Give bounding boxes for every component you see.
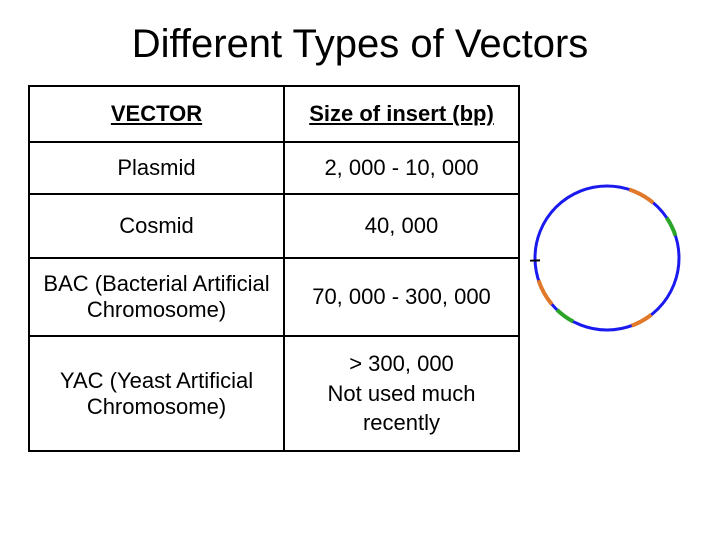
col-header-vector: VECTOR <box>29 86 284 142</box>
cell-size: 2, 000 - 10, 000 <box>284 142 519 194</box>
cell-vector: BAC (Bacterial Artificial Chromosome) <box>29 258 284 336</box>
table-row: YAC (Yeast Artificial Chromosome) > 300,… <box>29 336 519 451</box>
col-header-size: Size of insert (bp) <box>284 86 519 142</box>
table-header-row: VECTOR Size of insert (bp) <box>29 86 519 142</box>
table-row: BAC (Bacterial Artificial Chromosome) 70… <box>29 258 519 336</box>
table-row: Plasmid 2, 000 - 10, 000 <box>29 142 519 194</box>
cell-size: 40, 000 <box>284 194 519 258</box>
cell-vector: Cosmid <box>29 194 284 258</box>
vectors-table: VECTOR Size of insert (bp) Plasmid 2, 00… <box>28 85 520 452</box>
cell-size: > 300, 000Not used much recently <box>284 336 519 451</box>
table-row: Cosmid 40, 000 <box>29 194 519 258</box>
cell-size: 70, 000 - 300, 000 <box>284 258 519 336</box>
cell-vector: YAC (Yeast Artificial Chromosome) <box>29 336 284 451</box>
page-title: Different Types of Vectors <box>0 0 720 85</box>
plasmid-diagram <box>512 173 702 343</box>
content-area: VECTOR Size of insert (bp) Plasmid 2, 00… <box>0 85 720 452</box>
cell-vector: Plasmid <box>29 142 284 194</box>
